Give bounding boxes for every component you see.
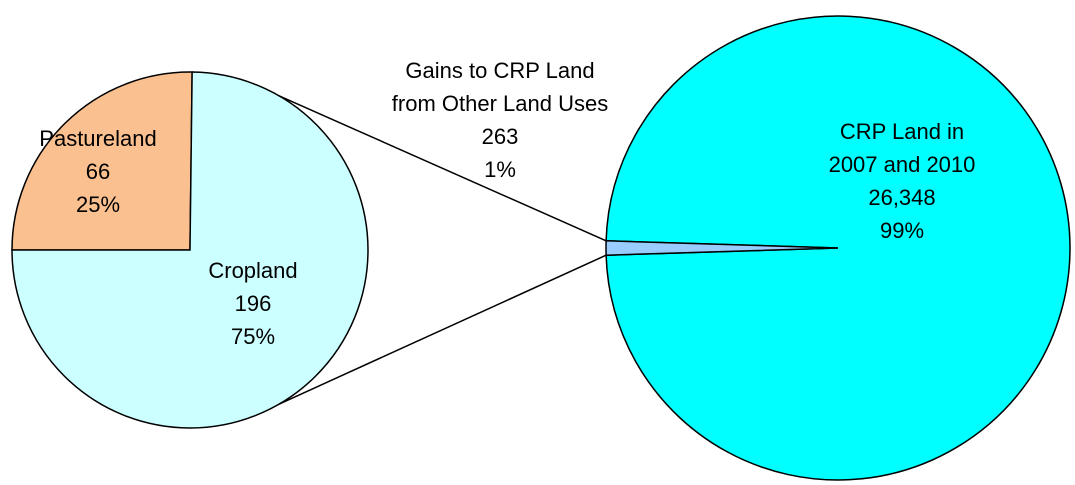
slice-value-label: 196	[235, 291, 272, 316]
slice-label: Gains to CRP Land	[405, 58, 594, 83]
connector-line	[278, 95, 607, 242]
pie-slice	[605, 15, 1071, 481]
connector-line	[278, 254, 607, 405]
pie-slice	[605, 240, 839, 256]
slice-value-label: 66	[86, 159, 110, 184]
slice-label: 2007 and 2010	[829, 152, 976, 177]
pie-slice	[11, 71, 369, 429]
slice-value-label: 263	[482, 124, 519, 149]
slice-percent-label: 75%	[231, 324, 275, 349]
slice-label: Cropland	[208, 258, 297, 283]
slice-label: from Other Land Uses	[392, 91, 608, 116]
slice-percent-label: 25%	[76, 192, 120, 217]
pie-slice	[11, 71, 193, 251]
slice-value-label: 26,348	[868, 185, 935, 210]
slice-percent-label: 1%	[484, 157, 516, 182]
slice-percent-label: 99%	[880, 218, 924, 243]
slice-label: CRP Land in	[840, 119, 964, 144]
slice-label: Pastureland	[39, 126, 156, 151]
